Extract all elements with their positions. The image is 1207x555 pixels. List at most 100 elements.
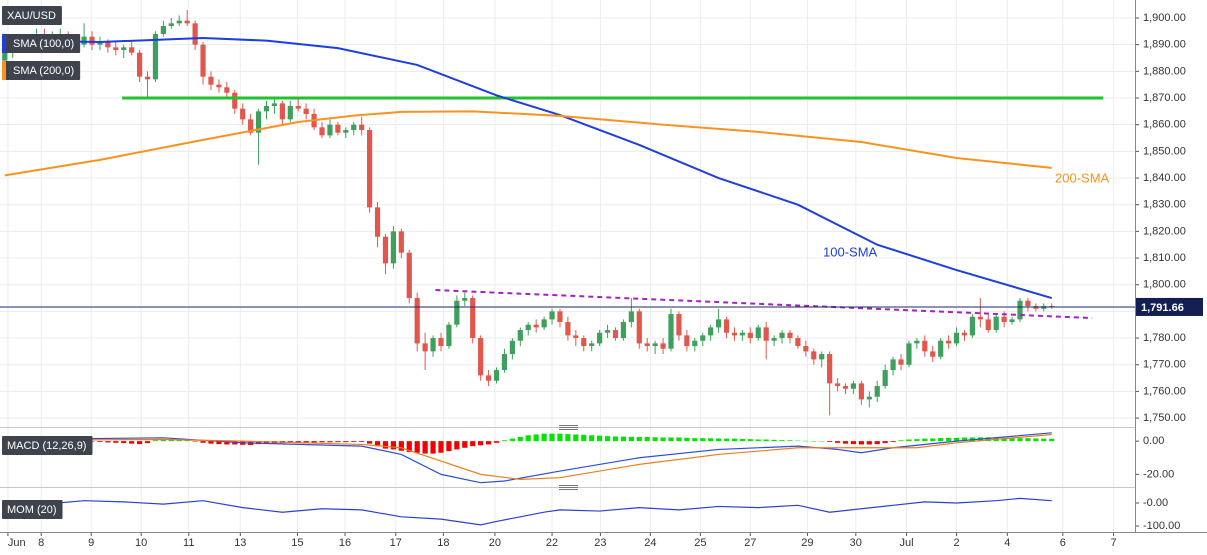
legend-box (2, 34, 81, 53)
histogram-bar (819, 440, 825, 442)
candle-body (969, 316, 976, 336)
histogram-bar (604, 436, 611, 442)
x-tick-label: 20 (489, 537, 501, 549)
histogram-bar (374, 441, 381, 447)
y-tick-label: 1,880.00 (1143, 65, 1186, 77)
candle-body (200, 44, 206, 77)
candle-body (723, 319, 730, 333)
legend-box (2, 61, 81, 80)
histogram-bar (121, 441, 127, 444)
histogram-bar (811, 440, 817, 442)
x-tick-label: 4 (1004, 537, 1010, 549)
x-tick-label: 15 (291, 537, 303, 549)
x-tick-label: Jun (8, 537, 26, 549)
candle-body (184, 20, 190, 24)
candle-body (882, 370, 888, 387)
legend-label: SMA (100,0) (13, 38, 74, 50)
histogram-bar (747, 439, 753, 442)
candle-body (581, 338, 587, 347)
x-tick-label: 2 (953, 537, 959, 549)
candle-body (501, 354, 508, 371)
x-tick-label: 16 (339, 537, 351, 549)
candle-body (715, 319, 722, 328)
y-tick-label: 1,830.00 (1143, 199, 1186, 211)
histogram-bar (184, 440, 190, 442)
histogram-bar (501, 440, 508, 442)
candle-body (105, 42, 111, 48)
y-tick-label: 1,780.00 (1143, 332, 1186, 344)
histogram-bar (485, 441, 492, 445)
candle-body (327, 124, 333, 136)
candle-body (922, 340, 928, 352)
legend-label: XAU/USD (7, 10, 56, 22)
candle-body (930, 351, 936, 357)
candle-body (755, 327, 761, 339)
candle-body (517, 330, 523, 341)
histogram-bar (319, 441, 325, 443)
histogram-bar (708, 438, 714, 442)
candle-body (271, 103, 278, 107)
histogram-bar (549, 433, 555, 442)
histogram-bar (398, 441, 404, 451)
candle-body (604, 330, 611, 333)
candle-body (850, 383, 857, 389)
candle-body (827, 354, 833, 384)
histogram-bar (470, 441, 476, 447)
candle-body (113, 47, 119, 51)
candle-body (398, 231, 404, 253)
histogram-bar (922, 438, 928, 442)
histogram-bar (129, 441, 135, 444)
candle-body (525, 324, 531, 331)
candle-body (747, 332, 753, 339)
histogram-bar (787, 440, 793, 442)
candle-body (739, 332, 745, 336)
x-tick-label: 24 (644, 537, 656, 549)
candle-body (612, 330, 619, 339)
histogram-bar (144, 441, 151, 444)
candle-body (470, 298, 476, 339)
x-tick-label: 6 (1060, 537, 1066, 549)
y-tick-label: 1,760.00 (1143, 385, 1186, 397)
histogram-bar (739, 438, 745, 442)
histogram-bar (850, 441, 857, 445)
histogram-bar (620, 436, 627, 442)
legend-label: MOM (20) (7, 504, 57, 516)
histogram-bar (589, 435, 595, 442)
histogram-bar (327, 441, 333, 443)
candle-body (557, 311, 563, 323)
histogram-bar (430, 441, 436, 454)
candle-body (589, 343, 595, 347)
last-price-label: 1,791.66 (1141, 302, 1184, 314)
y-tick-label: 1,750.00 (1143, 412, 1186, 424)
histogram-bar (660, 437, 666, 442)
y-tick-label: 1,850.00 (1143, 145, 1186, 157)
sma-line (4, 110, 1052, 177)
histogram-bar (565, 434, 571, 442)
histogram-bar (422, 441, 428, 454)
candle-body (263, 106, 270, 112)
line-annotation: 100-SMA (823, 244, 878, 259)
candle-body (493, 370, 500, 381)
candle-body (176, 20, 182, 24)
candle-body (533, 324, 539, 328)
candle-body (541, 319, 547, 328)
histogram-bar (700, 438, 706, 442)
legend-box (2, 500, 63, 519)
histogram-bar (351, 441, 357, 442)
candle-body (692, 340, 698, 347)
y-tick-label: -0.00 (1143, 497, 1168, 509)
candle-body (898, 359, 904, 365)
histogram-bar (517, 436, 523, 442)
x-tick-label: 29 (801, 537, 813, 549)
candle-body (1025, 300, 1031, 307)
candle-body (144, 76, 151, 80)
candle-body (1017, 300, 1023, 320)
candle-body (914, 340, 920, 344)
candle-body (248, 119, 254, 133)
histogram-bar (200, 441, 206, 443)
y-tick-label: 1,770.00 (1143, 359, 1186, 371)
histogram-bar (136, 441, 143, 445)
histogram-bar (255, 441, 262, 445)
histogram-bar (390, 441, 397, 450)
histogram-bar (668, 437, 674, 442)
